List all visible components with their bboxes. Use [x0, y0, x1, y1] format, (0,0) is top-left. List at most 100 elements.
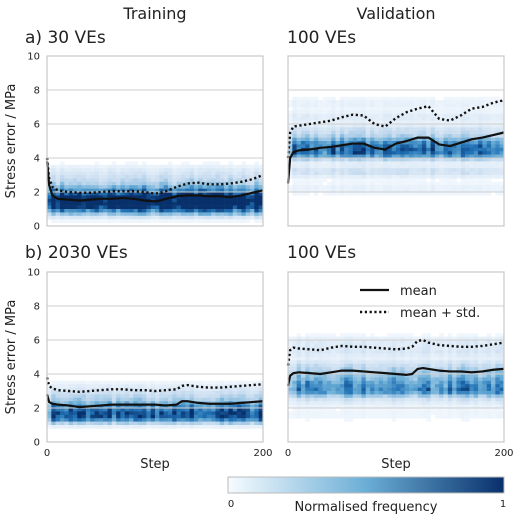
- heatmap-cell: [335, 353, 341, 358]
- heatmap-cell: [94, 161, 100, 166]
- heatmap-cell: [198, 188, 203, 193]
- heatmap-cell: [482, 408, 488, 412]
- heatmap-cell: [241, 185, 247, 189]
- heatmap-cell: [391, 374, 397, 378]
- heatmap-cell: [55, 401, 61, 405]
- heatmap-cell: [116, 168, 121, 172]
- heatmap-cell: [232, 178, 238, 183]
- heatmap-cell: [400, 124, 405, 128]
- heatmap-cell: [370, 333, 375, 337]
- heatmap-cell: [237, 394, 242, 399]
- heatmap-cell: [326, 130, 332, 135]
- heatmap-cell: [413, 408, 418, 412]
- heatmap-cell: [478, 127, 483, 132]
- heatmap-cell: [357, 171, 362, 176]
- heatmap-cell: [90, 397, 95, 402]
- heatmap-cell: [365, 377, 371, 382]
- heatmap-cell: [430, 110, 436, 115]
- heatmap-cell: [443, 384, 449, 388]
- heatmap-cell: [107, 380, 113, 385]
- heatmap-cell: [258, 164, 264, 169]
- heatmap-cell: [81, 425, 87, 429]
- heatmap-cell: [296, 100, 302, 104]
- heatmap-cell: [344, 144, 349, 149]
- heatmap-cell: [374, 350, 380, 354]
- heatmap-cell: [361, 343, 367, 348]
- heatmap-cell: [465, 374, 470, 378]
- heatmap-cell: [456, 164, 462, 169]
- heatmap-cell: [90, 215, 95, 220]
- heatmap-cell: [434, 336, 440, 341]
- heatmap-cell: [439, 185, 444, 189]
- heatmap-cell: [258, 421, 264, 426]
- heatmap-cell: [374, 336, 380, 341]
- heatmap-cell: [155, 397, 160, 402]
- heatmap-cell: [486, 130, 492, 135]
- heatmap-cell: [447, 161, 453, 166]
- heatmap-cell: [68, 401, 74, 405]
- heatmap-cell: [198, 202, 203, 206]
- heatmap-cell: [103, 384, 108, 388]
- heatmap-cell: [313, 158, 319, 162]
- heatmap-cell: [193, 212, 199, 217]
- heatmap-cell: [137, 202, 143, 206]
- heatmap-cell: [51, 408, 56, 412]
- heatmap-cell: [357, 401, 362, 405]
- heatmap-cell: [408, 408, 414, 412]
- heatmap-cell: [245, 171, 251, 176]
- heatmap-cell: [224, 188, 229, 193]
- heatmap-cell: [202, 178, 208, 183]
- heatmap-cell: [296, 367, 302, 371]
- ytick-label: 0: [34, 222, 40, 233]
- heatmap-cell: [339, 401, 345, 405]
- heatmap-cell: [478, 161, 483, 166]
- heatmap-cell: [430, 397, 436, 402]
- heatmap-cell: [51, 164, 56, 169]
- heatmap-cell: [408, 127, 414, 132]
- heatmap-cell: [365, 387, 371, 392]
- heatmap-cell: [374, 175, 380, 179]
- heatmap-cell: [460, 384, 466, 388]
- heatmap-cell: [322, 134, 328, 138]
- heatmap-cell: [387, 161, 392, 166]
- heatmap-cell: [198, 205, 203, 210]
- heatmap-cell: [241, 418, 247, 422]
- heatmap-cell: [374, 363, 380, 368]
- heatmap-cell: [296, 124, 302, 128]
- heatmap-cell: [486, 391, 492, 395]
- heatmap-cell: [439, 363, 444, 368]
- heatmap-cell: [219, 387, 225, 392]
- heatmap-cell: [434, 411, 440, 416]
- heatmap-cell: [305, 350, 310, 354]
- heatmap-cell: [378, 181, 384, 186]
- heatmap-cell: [305, 100, 310, 104]
- heatmap-cell: [245, 394, 251, 399]
- heatmap-cell: [202, 408, 208, 412]
- heatmap-cell: [417, 103, 423, 108]
- heatmap-cell: [107, 175, 113, 179]
- heatmap-cell: [374, 117, 380, 121]
- heatmap-cell: [305, 411, 310, 416]
- heatmap-cell: [133, 401, 139, 405]
- heatmap-cell: [434, 384, 440, 388]
- heatmap-cell: [417, 144, 423, 149]
- heatmap-cell: [202, 391, 208, 395]
- heatmap-cell: [365, 374, 371, 378]
- heatmap-cell: [495, 333, 500, 337]
- heatmap-cell: [292, 117, 297, 121]
- heatmap-cell: [47, 391, 52, 395]
- heatmap-cell: [103, 401, 108, 405]
- heatmap-cell: [318, 141, 323, 145]
- heatmap-cell: [491, 343, 496, 348]
- heatmap-cell: [499, 117, 505, 121]
- heatmap-cell: [447, 336, 453, 341]
- heatmap-cell: [107, 202, 113, 206]
- heatmap-cell: [404, 384, 410, 388]
- heatmap-cell: [163, 209, 169, 213]
- heatmap-cell: [331, 134, 336, 138]
- heatmap-cell: [421, 154, 427, 159]
- heatmap-cell: [322, 158, 328, 162]
- heatmap-cell: [198, 418, 203, 422]
- heatmap-cell: [426, 117, 431, 121]
- heatmap-cell: [335, 374, 341, 378]
